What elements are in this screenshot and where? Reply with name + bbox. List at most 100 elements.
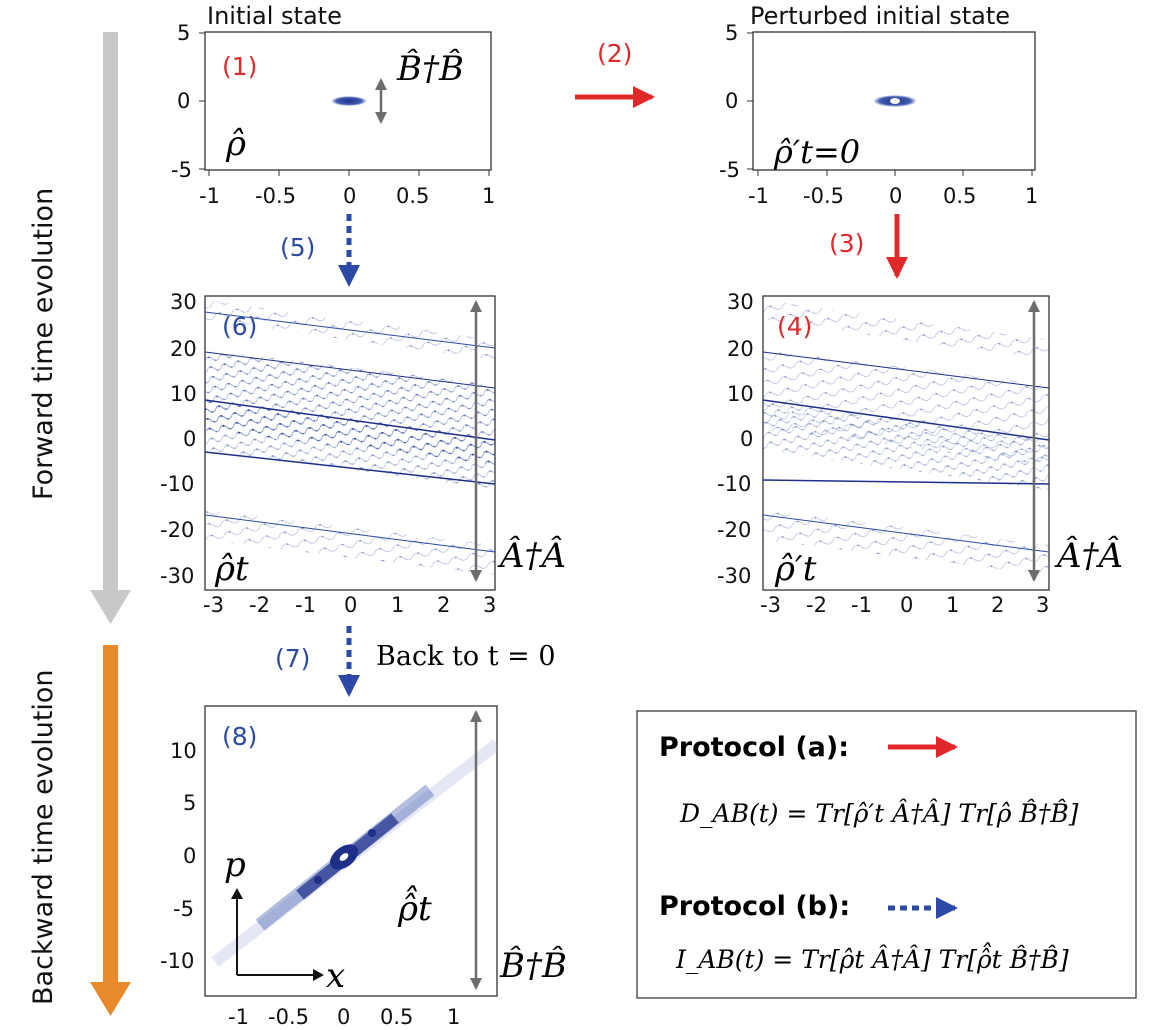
- legend-protocol-a: Protocol (a):: [659, 732, 849, 763]
- svg-text:-30: -30: [717, 564, 751, 588]
- rho-prime-t0-label: ρ̂′t=0: [773, 133, 860, 171]
- svg-text:0: 0: [900, 593, 913, 617]
- svg-text:0: 0: [344, 593, 357, 617]
- svg-text:-10: -10: [717, 472, 751, 496]
- svg-text:1: 1: [391, 593, 404, 617]
- svg-text:-5: -5: [171, 158, 192, 182]
- forward-label: Forward time evolution: [28, 188, 59, 500]
- panel4: [762, 295, 1050, 591]
- panel2-y-ticks: 5 0 -5: [719, 21, 753, 182]
- svg-text:-0.5: -0.5: [803, 184, 844, 208]
- panel1-blob: [331, 96, 367, 106]
- svg-text:10: 10: [170, 382, 197, 406]
- svg-text:3: 3: [483, 593, 496, 617]
- svg-text:-0.5: -0.5: [268, 1005, 309, 1029]
- svg-text:0: 0: [177, 89, 190, 113]
- panel1-y-ticks: 5 0 -5: [171, 21, 205, 182]
- p-axis-label: p: [224, 845, 246, 885]
- svg-text:2: 2: [437, 593, 450, 617]
- panel2-blob-hole: [890, 98, 900, 104]
- forward-arrow: [90, 32, 131, 624]
- svg-text:10: 10: [727, 382, 754, 406]
- legend-formula-b: I_AB(t) = Tr[ρ̂t Â†Â] Tr[ρ̂̂t B̂†B̂]: [675, 943, 1069, 974]
- svg-text:-10: -10: [160, 472, 194, 496]
- svg-text:-1: -1: [199, 184, 220, 208]
- svg-text:5: 5: [725, 21, 738, 45]
- svg-text:30: 30: [170, 290, 197, 314]
- svg-text:5: 5: [177, 21, 190, 45]
- step-3: (3): [829, 229, 864, 258]
- svg-text:1: 1: [447, 1005, 460, 1029]
- legend-formula-a: D_AB(t) = Tr[ρ̂′t Â†Â] Tr[ρ̂ B̂†B̂]: [679, 799, 1079, 828]
- svg-text:-1: -1: [295, 593, 316, 617]
- svg-text:30: 30: [727, 290, 754, 314]
- step-4: (4): [777, 312, 812, 341]
- step-7: (7): [275, 644, 310, 673]
- panel2-x-ticks: -1 -0.5 0 0.5 1: [748, 170, 1038, 208]
- svg-text:-3: -3: [760, 593, 781, 617]
- svg-text:-5: -5: [719, 158, 740, 182]
- step-6: (6): [222, 312, 257, 341]
- panel6-y-ticks: 30 20 10 0 -10 -20 -30: [160, 290, 197, 588]
- rho-tilde-label: ρ̂̂t: [397, 886, 432, 929]
- svg-text:0: 0: [337, 1005, 350, 1029]
- svg-text:0: 0: [183, 844, 196, 868]
- svg-text:-3: -3: [203, 593, 224, 617]
- backward-arrow: [90, 645, 131, 1016]
- panel8-y-ticks: 10 5 0 -5 -10: [160, 739, 197, 973]
- svg-text:3: 3: [1036, 593, 1049, 617]
- svg-text:20: 20: [170, 337, 197, 361]
- step-1: (1): [222, 52, 257, 81]
- panel6-x-ticks: -3 -2 -1 0 1 2 3: [203, 593, 496, 617]
- svg-text:0.5: 0.5: [943, 184, 976, 208]
- svg-text:0: 0: [343, 184, 356, 208]
- panel4-y-ticks: 30 20 10 0 -10 -20 -30: [717, 290, 754, 588]
- svg-text:-2: -2: [806, 593, 827, 617]
- title-perturbed: Perturbed initial state: [750, 2, 1010, 30]
- svg-text:5: 5: [183, 791, 196, 815]
- svg-text:0.5: 0.5: [396, 184, 429, 208]
- svg-text:0.5: 0.5: [380, 1005, 413, 1029]
- svg-text:-1: -1: [748, 184, 769, 208]
- rho-label: ρ̂: [225, 124, 246, 164]
- rho-prime-t-label: ρ̂′t: [774, 549, 817, 589]
- panel6: [204, 295, 496, 591]
- svg-text:-1: -1: [228, 1005, 249, 1029]
- title-initial: Initial state: [207, 2, 342, 30]
- svg-text:-30: -30: [160, 564, 194, 588]
- svg-text:1: 1: [482, 184, 495, 208]
- svg-text:1: 1: [946, 593, 959, 617]
- svg-text:10: 10: [170, 739, 197, 763]
- svg-text:-0.5: -0.5: [255, 184, 296, 208]
- legend-protocol-b: Protocol (b):: [659, 891, 850, 922]
- step-2: (2): [597, 39, 632, 68]
- legend-box: [636, 710, 1137, 999]
- rho-t-label: ρ̂t: [214, 549, 249, 589]
- panel8: [204, 705, 498, 997]
- a-op-label-left: Â†Â: [497, 535, 566, 576]
- svg-text:-5: -5: [173, 897, 194, 921]
- b-op-label-top: B̂†B̂: [396, 48, 464, 89]
- x-axis-label: x: [326, 956, 345, 996]
- svg-text:-2: -2: [249, 593, 270, 617]
- svg-text:2: 2: [991, 593, 1004, 617]
- p-axis-arrow: [231, 888, 243, 975]
- x-axis-arrow: [237, 969, 324, 981]
- panel1-x-ticks: -1 -0.5 0 0.5 1: [199, 170, 495, 208]
- step-5: (5): [280, 233, 315, 262]
- svg-text:-10: -10: [160, 949, 194, 973]
- b-op-label-bottom: B̂†B̂: [499, 945, 567, 986]
- svg-text:-1: -1: [851, 593, 872, 617]
- svg-text:0: 0: [183, 427, 196, 451]
- svg-text:0: 0: [889, 184, 902, 208]
- svg-text:-20: -20: [717, 518, 751, 542]
- back-to-label: Back to t = 0: [376, 641, 556, 672]
- svg-text:0: 0: [740, 427, 753, 451]
- svg-text:0: 0: [725, 89, 738, 113]
- a-op-label-right: Â†Â: [1054, 535, 1123, 576]
- panel8-x-ticks: -1 -0.5 0 0.5 1: [228, 1005, 460, 1029]
- svg-text:1: 1: [1025, 184, 1038, 208]
- svg-text:-20: -20: [160, 518, 194, 542]
- panel4-x-ticks: -3 -2 -1 0 1 2 3: [760, 593, 1049, 617]
